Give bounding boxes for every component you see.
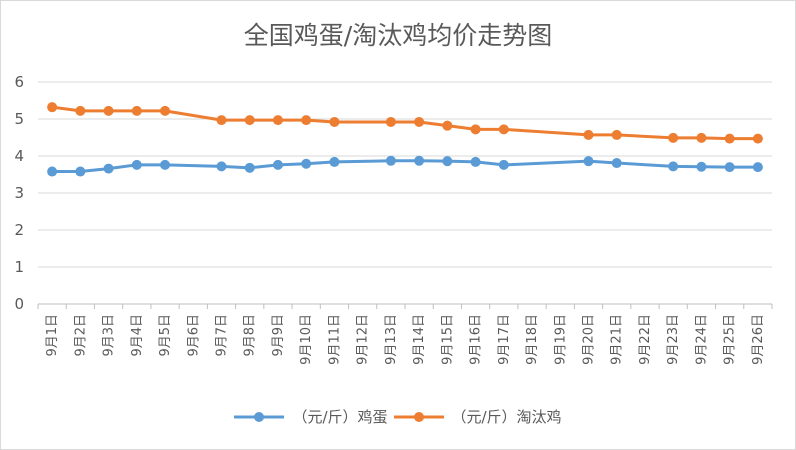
- y-tick-label: 5: [14, 110, 24, 128]
- data-point-1-6: [216, 115, 227, 126]
- data-point-0-20: [611, 158, 622, 169]
- data-point-1-23: [696, 132, 707, 143]
- data-point-1-3: [131, 105, 142, 116]
- x-tick-label: 9月25日: [723, 314, 738, 365]
- data-point-1-1: [75, 105, 86, 116]
- data-point-0-13: [414, 155, 425, 166]
- data-point-1-24: [724, 133, 735, 144]
- legend-swatch-culled-hens: [393, 411, 444, 422]
- data-point-1-9: [301, 115, 312, 126]
- x-tick-label: 9月17日: [497, 314, 512, 365]
- data-point-0-6: [216, 161, 227, 172]
- data-point-0-24: [724, 162, 735, 173]
- data-point-1-15: [470, 124, 481, 135]
- x-tick-label: 9月22日: [638, 314, 653, 365]
- x-tick-label: 9月6日: [186, 314, 201, 357]
- legend-item-eggs: （元/斤）鸡蛋: [234, 406, 388, 427]
- x-tick-label: 9月10日: [299, 314, 314, 365]
- axes: 0 1 2 3 4 5 6 9月1日 9月2日 9月3日 9月4日 9月5日 9月6日 9月7日 9月8日 9…: [14, 73, 773, 365]
- x-tick-label: 9月18日: [525, 314, 540, 365]
- legend-item-culled-hens: （元/斤）淘汰鸡: [393, 406, 562, 427]
- data-point-0-22: [668, 161, 679, 172]
- data-point-1-8: [272, 115, 283, 126]
- data-point-1-20: [611, 129, 622, 140]
- data-point-0-25: [752, 162, 763, 173]
- data-point-0-2: [103, 163, 114, 174]
- x-tick-label: 9月2日: [73, 314, 88, 357]
- data-point-1-14: [442, 120, 453, 131]
- x-tick-label: 9月21日: [610, 314, 625, 365]
- x-tick-label: 9月11日: [327, 314, 342, 365]
- x-tick-label: 9月16日: [469, 314, 484, 365]
- x-tick-label: 9月12日: [356, 314, 371, 365]
- x-tick-label: 9月13日: [384, 314, 399, 365]
- legend-label-culled-hens: （元/斤）淘汰鸡: [451, 408, 562, 426]
- data-point-1-22: [668, 132, 679, 143]
- data-point-1-13: [414, 116, 425, 127]
- x-tick-label: 9月7日: [215, 314, 230, 357]
- data-point-0-23: [696, 161, 707, 172]
- legend-label-eggs: （元/斤）鸡蛋: [292, 408, 388, 426]
- x-tick-label: 9月19日: [553, 314, 568, 365]
- x-tick-label: 9月24日: [694, 314, 709, 365]
- x-tick-label: 9月23日: [666, 314, 681, 365]
- x-tick-label: 9月3日: [102, 314, 117, 357]
- y-tick-label: 4: [14, 147, 24, 165]
- chart-title: 全国鸡蛋/淘汰鸡均价走势图: [243, 21, 553, 50]
- data-point-0-10: [329, 156, 340, 167]
- x-tick-label: 9月26日: [751, 314, 766, 365]
- x-tick-label: 9月15日: [440, 314, 455, 365]
- legend-swatch-eggs: [234, 411, 285, 422]
- data-point-0-14: [442, 156, 453, 167]
- y-tick-label: 1: [14, 258, 24, 276]
- x-tick-label: 9月1日: [45, 314, 60, 357]
- data-point-0-16: [498, 159, 509, 170]
- data-point-0-1: [75, 166, 86, 177]
- x-tick-label: 9月8日: [243, 314, 258, 357]
- data-point-1-16: [498, 124, 509, 135]
- y-tick-label: 0: [14, 295, 24, 313]
- legend: （元/斤）鸡蛋 （元/斤）淘汰鸡: [0, 406, 796, 427]
- data-point-1-12: [385, 116, 396, 127]
- data-point-0-12: [385, 155, 396, 166]
- data-point-0-15: [470, 156, 481, 167]
- data-point-1-4: [160, 105, 171, 116]
- y-tick-label: 2: [14, 221, 24, 239]
- series-line-0: [52, 159, 758, 174]
- data-point-1-19: [583, 129, 594, 140]
- data-point-0-9: [301, 158, 312, 169]
- x-tick-label: 9月9日: [271, 314, 286, 357]
- data-point-0-19: [583, 156, 594, 167]
- data-point-1-10: [329, 116, 340, 127]
- series-line-1: [51, 105, 758, 141]
- data-point-1-7: [244, 115, 255, 126]
- data-point-1-2: [103, 105, 114, 116]
- data-point-1-25: [752, 133, 763, 144]
- data-point-1-0: [47, 102, 58, 113]
- data-point-0-8: [272, 159, 283, 170]
- x-tick-label: 9月5日: [158, 314, 173, 357]
- x-tick-label: 9月14日: [412, 314, 427, 365]
- data-point-0-3: [131, 159, 142, 170]
- series: [47, 102, 763, 177]
- x-tick-label: 9月4日: [130, 314, 145, 357]
- data-point-0-0: [47, 166, 58, 177]
- y-tick-label: 3: [14, 184, 24, 202]
- gridlines: [38, 81, 772, 305]
- data-point-0-4: [160, 159, 171, 170]
- data-point-0-7: [244, 162, 255, 173]
- y-tick-label: 6: [14, 73, 24, 91]
- x-tick-label: 9月20日: [582, 314, 597, 365]
